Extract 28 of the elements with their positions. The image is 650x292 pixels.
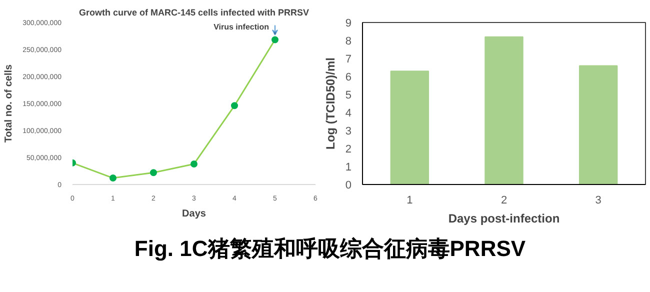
bar — [578, 65, 618, 184]
y-axis-title: Total no. of cells — [4, 64, 15, 143]
y-axis-title: Log (TCID50)/ml — [323, 58, 338, 150]
point — [150, 169, 157, 176]
x-axis-title: Days — [182, 208, 206, 220]
point — [110, 174, 116, 182]
annotation: Virus infection — [214, 22, 270, 32]
x-axis-title: Days post-infection — [448, 212, 560, 226]
y-tick-label: 0 — [345, 180, 352, 192]
y-tick-label: 7 — [345, 54, 352, 66]
x-tick-label: 2 — [500, 194, 508, 206]
bar — [390, 70, 430, 184]
y-tick-label: 4 — [345, 108, 352, 120]
y-tick-label: 9 — [345, 18, 352, 30]
y-tick-label: 8 — [345, 36, 352, 48]
point — [231, 102, 238, 110]
text: Fig. 1C猪繁殖和呼吸综合征病毒PRRSV — [134, 235, 526, 263]
y-tick-label: 6 — [345, 72, 352, 84]
point — [272, 36, 278, 44]
y-tick-label: 2 — [345, 144, 352, 156]
chart-title: Growth curve of MARC-145 cells infected with PRRSV — [78, 8, 310, 18]
bar — [484, 36, 524, 184]
y-tick-label: 1 — [345, 162, 352, 174]
point — [190, 160, 198, 168]
y-tick-label: 3 — [345, 126, 352, 138]
x-tick-label: 3 — [595, 194, 602, 206]
x-tick-label: 1 — [406, 194, 413, 206]
y-tick-label: 5 — [345, 90, 352, 102]
